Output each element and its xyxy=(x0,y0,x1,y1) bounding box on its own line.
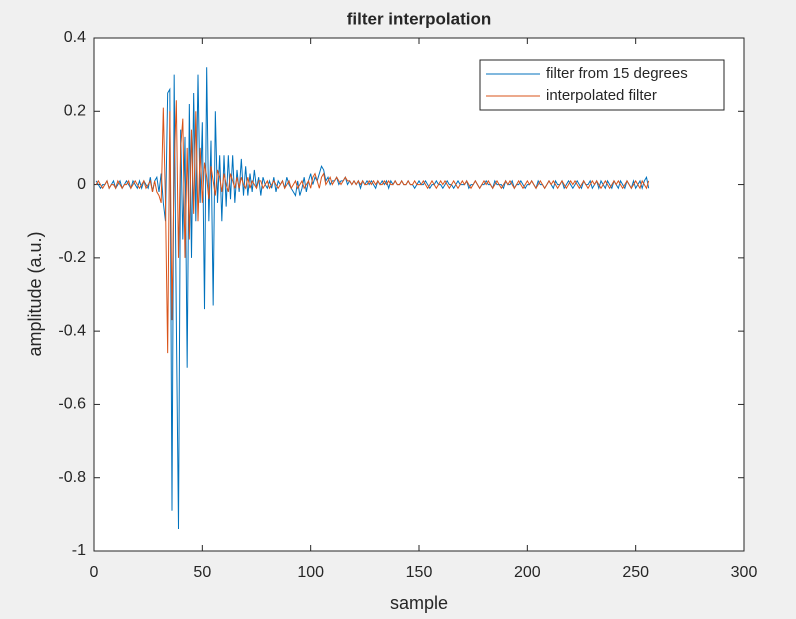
axes-box xyxy=(93,37,745,552)
x-tick-label: 150 xyxy=(406,564,433,581)
legend-label: filter from 15 degrees xyxy=(546,65,688,82)
plot-area xyxy=(94,38,744,551)
x-tick-label: 50 xyxy=(193,564,211,581)
y-tick-label: -0.8 xyxy=(58,469,86,486)
y-tick-label: 0 xyxy=(77,176,86,193)
y-tick-label: -0.4 xyxy=(58,322,86,339)
chart-title: filter interpolation xyxy=(347,9,492,28)
legend-label: interpolated filter xyxy=(546,87,657,104)
y-tick-label: -0.2 xyxy=(58,249,86,266)
x-tick-label: 200 xyxy=(514,564,541,581)
x-axis-label: sample xyxy=(390,593,448,613)
x-tick-label: 250 xyxy=(622,564,649,581)
series-line xyxy=(95,100,650,354)
y-tick-label: 0.4 xyxy=(64,29,86,46)
x-tick-label: 100 xyxy=(297,564,324,581)
x-tick-label: 300 xyxy=(731,564,758,581)
y-tick-label: 0.2 xyxy=(64,103,86,120)
legend-box xyxy=(479,59,725,111)
y-axis-label: amplitude (a.u.) xyxy=(25,231,45,356)
y-tick-label: -1 xyxy=(72,542,86,559)
x-tick-label: 0 xyxy=(90,564,99,581)
y-tick-label: -0.6 xyxy=(58,396,86,413)
